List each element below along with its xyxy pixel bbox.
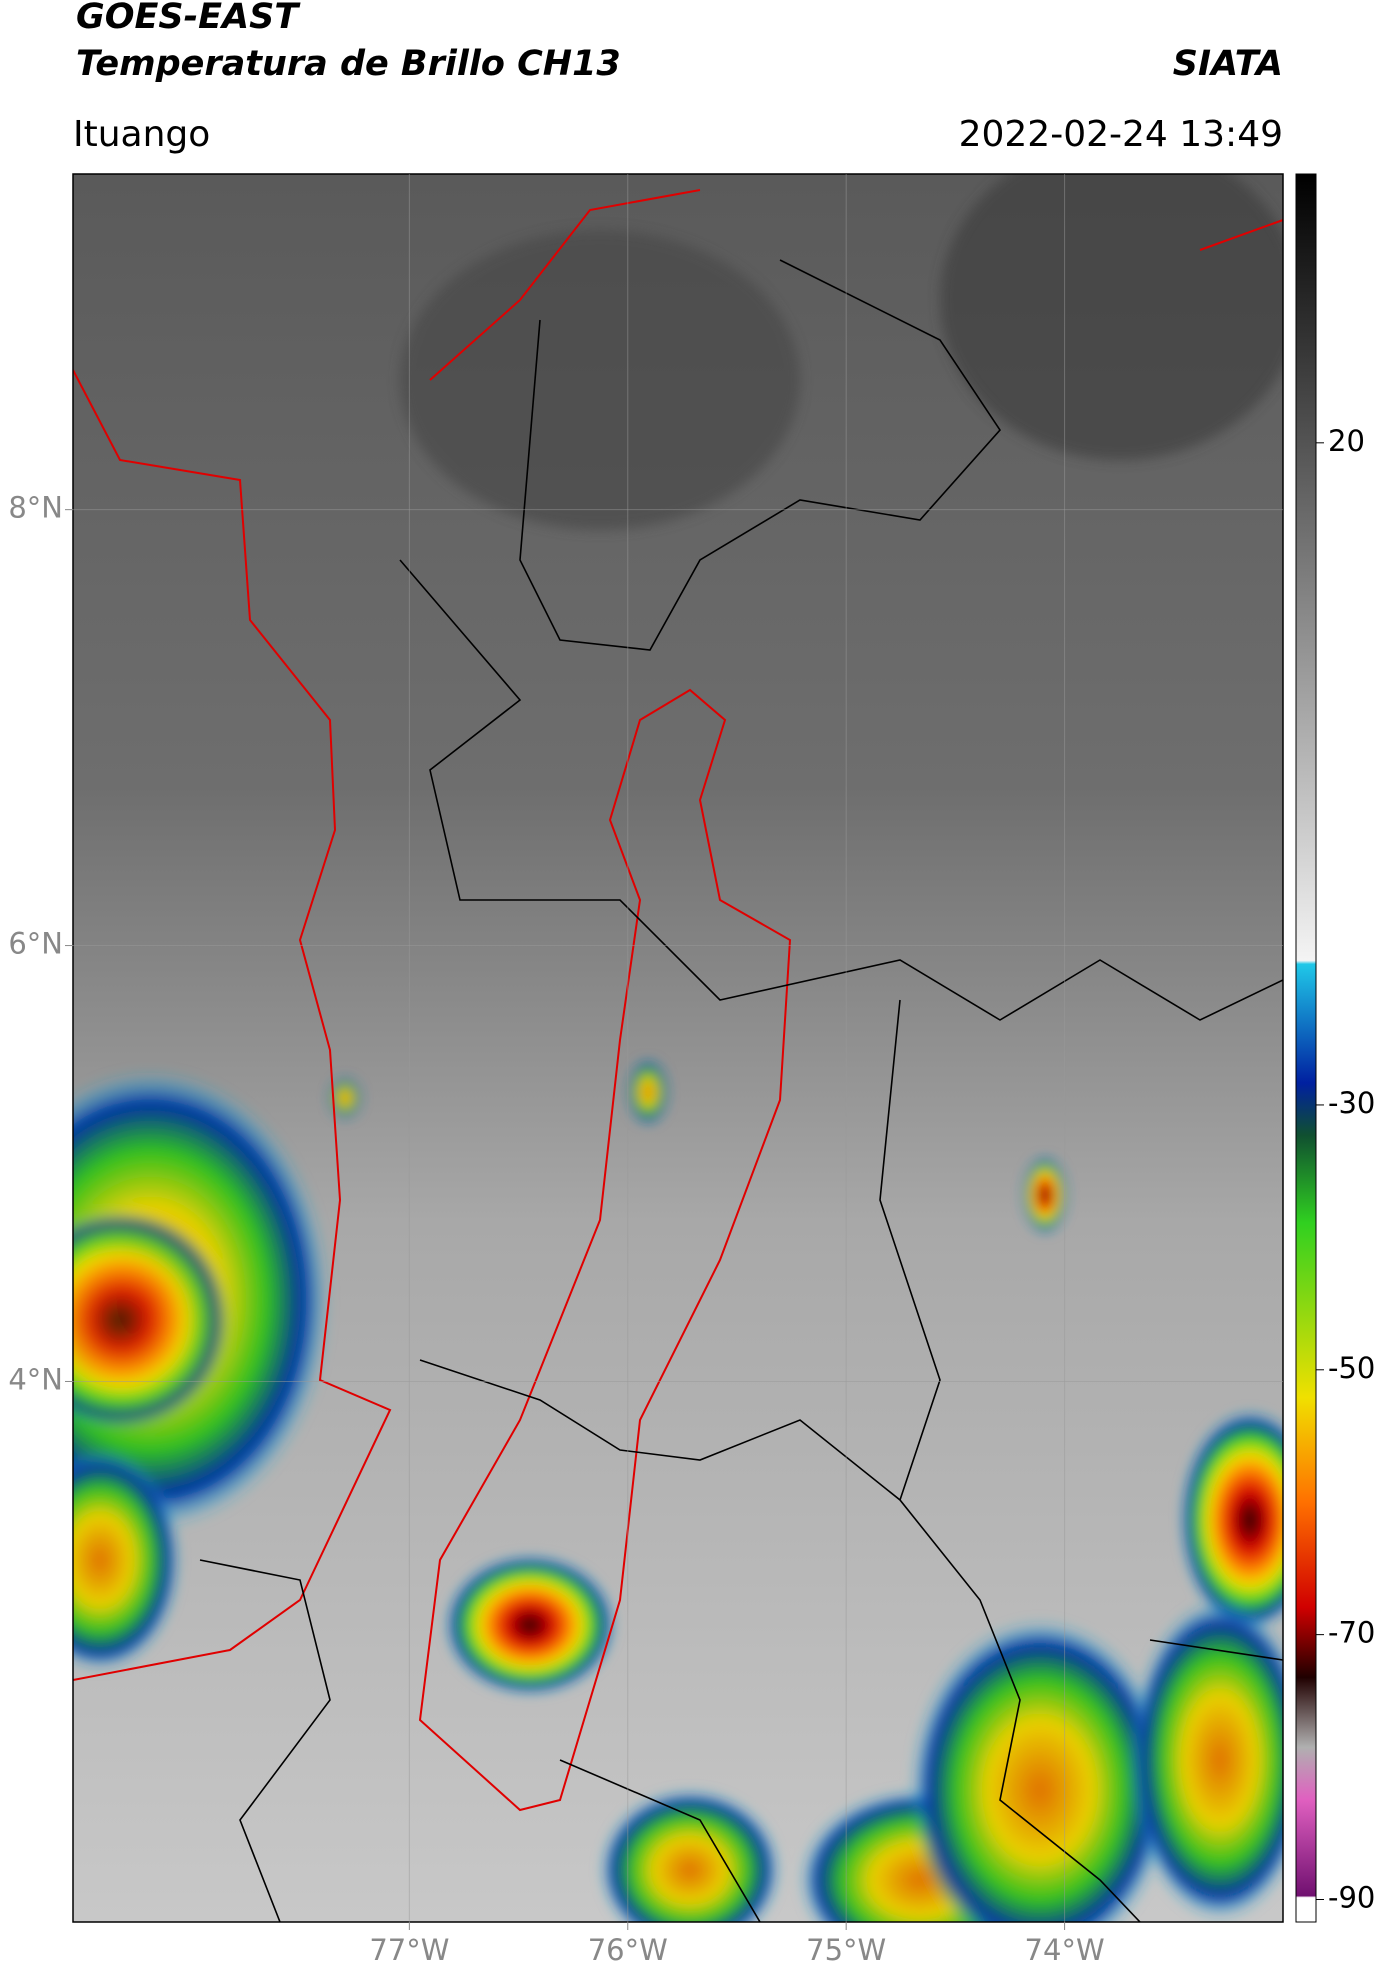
colorbar-tick-label: 20 [1328, 424, 1365, 458]
location: Ituango [73, 114, 210, 155]
y-tick-label: 4°N [8, 1362, 63, 1396]
satellite-image [73, 174, 1283, 1922]
colorbar [1295, 173, 1317, 1923]
x-tick-label: 76°W [588, 1933, 668, 1967]
colorbar-tick-label: -90 [1328, 1880, 1375, 1914]
x-tick-label: 75°W [806, 1933, 886, 1967]
y-tick-label: 8°N [8, 491, 63, 525]
colorbar-tick-label: -70 [1328, 1616, 1375, 1650]
y-tick-label: 6°N [8, 927, 63, 961]
colorbar-tick-label: -50 [1328, 1351, 1375, 1385]
map-frame [72, 173, 1284, 1923]
source: SIATA [1173, 44, 1283, 84]
x-tick-label: 74°W [1025, 1933, 1105, 1967]
title: GOES-EAST [76, 0, 301, 37]
timestamp: 2022-02-24 13:49 [959, 114, 1283, 155]
subtitle: Temperatura de Brillo CH13 [76, 44, 621, 84]
colorbar-tick-label: -30 [1328, 1086, 1375, 1120]
x-tick-label: 77°W [369, 1933, 449, 1967]
